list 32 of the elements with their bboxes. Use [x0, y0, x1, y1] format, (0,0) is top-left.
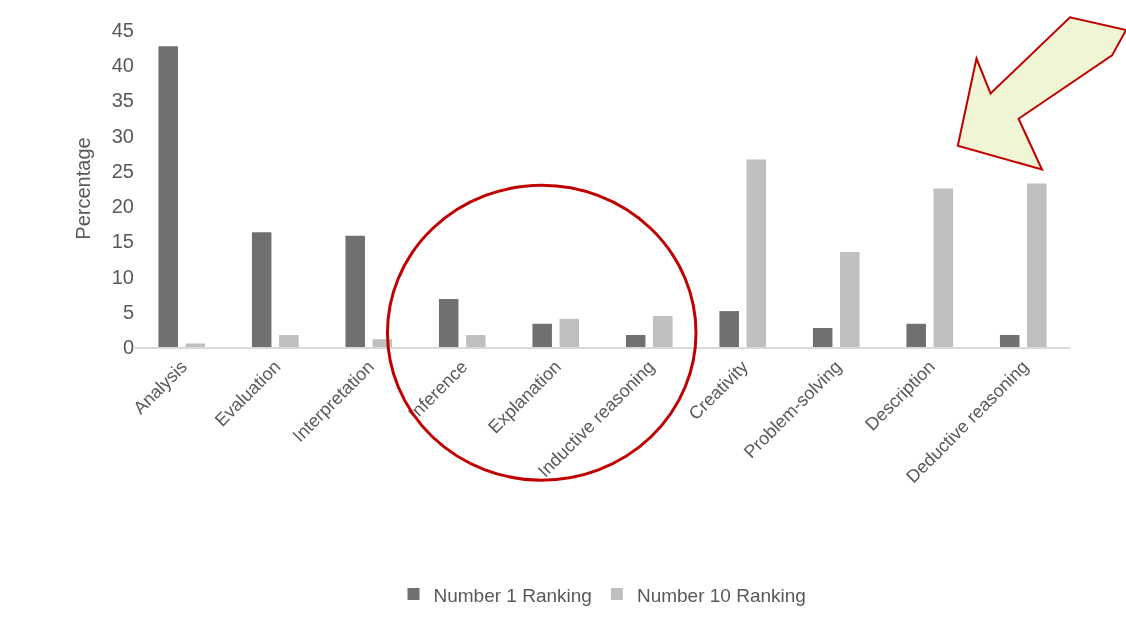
bar: [1027, 183, 1047, 347]
bar: [906, 323, 926, 347]
y-tick-label: 20: [111, 195, 134, 218]
bar: [559, 318, 580, 347]
y-tick-label: 40: [111, 54, 134, 77]
bar: [279, 335, 299, 347]
bar: [719, 311, 739, 347]
y-tick-label: 30: [111, 124, 134, 147]
legend-label: Number 1 Ranking: [433, 584, 592, 606]
bar: [158, 46, 178, 347]
bar: [812, 327, 833, 347]
bar: [185, 343, 206, 347]
y-tick-label: 0: [122, 336, 134, 358]
bar: [933, 188, 954, 347]
y-tick-label: 5: [122, 300, 134, 323]
bar: [625, 335, 646, 347]
y-tick-label: 10: [111, 265, 134, 288]
legend-label: Number 10 Ranking: [636, 584, 806, 606]
bar: [532, 323, 552, 347]
y-axis-title: Percentage: [72, 137, 95, 240]
y-tick-label: 25: [111, 159, 134, 182]
bar: [653, 316, 673, 347]
bar: [345, 235, 365, 347]
bar: [466, 335, 486, 347]
bar: [746, 159, 767, 347]
y-tick-label: 45: [111, 19, 134, 41]
bar: [438, 299, 459, 347]
bar: [999, 335, 1020, 347]
y-tick-label: 15: [111, 230, 134, 253]
bar: [251, 232, 272, 347]
bar: [840, 251, 860, 347]
y-tick-label: 35: [111, 89, 134, 112]
